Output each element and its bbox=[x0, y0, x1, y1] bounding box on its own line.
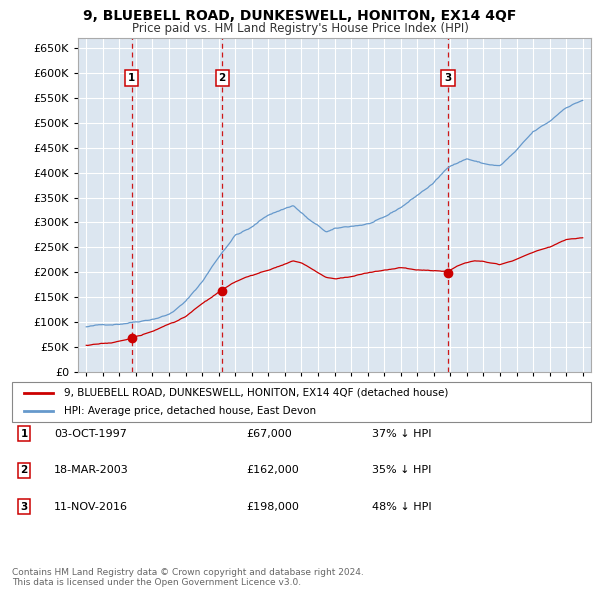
Text: £198,000: £198,000 bbox=[246, 502, 299, 512]
Text: HPI: Average price, detached house, East Devon: HPI: Average price, detached house, East… bbox=[64, 405, 316, 415]
Text: £67,000: £67,000 bbox=[246, 429, 292, 438]
Text: 2: 2 bbox=[218, 73, 226, 83]
Text: 11-NOV-2016: 11-NOV-2016 bbox=[54, 502, 128, 512]
Text: Price paid vs. HM Land Registry's House Price Index (HPI): Price paid vs. HM Land Registry's House … bbox=[131, 22, 469, 35]
FancyBboxPatch shape bbox=[12, 382, 591, 422]
Text: 3: 3 bbox=[445, 73, 452, 83]
Text: 37% ↓ HPI: 37% ↓ HPI bbox=[372, 429, 431, 438]
Text: 35% ↓ HPI: 35% ↓ HPI bbox=[372, 466, 431, 475]
Text: 18-MAR-2003: 18-MAR-2003 bbox=[54, 466, 129, 475]
Text: 2: 2 bbox=[20, 466, 28, 475]
Text: 1: 1 bbox=[20, 429, 28, 438]
Text: 3: 3 bbox=[20, 502, 28, 512]
Text: Contains HM Land Registry data © Crown copyright and database right 2024.
This d: Contains HM Land Registry data © Crown c… bbox=[12, 568, 364, 587]
Text: £162,000: £162,000 bbox=[246, 466, 299, 475]
Text: 03-OCT-1997: 03-OCT-1997 bbox=[54, 429, 127, 438]
Text: 48% ↓ HPI: 48% ↓ HPI bbox=[372, 502, 431, 512]
Text: 9, BLUEBELL ROAD, DUNKESWELL, HONITON, EX14 4QF: 9, BLUEBELL ROAD, DUNKESWELL, HONITON, E… bbox=[83, 9, 517, 23]
Text: 9, BLUEBELL ROAD, DUNKESWELL, HONITON, EX14 4QF (detached house): 9, BLUEBELL ROAD, DUNKESWELL, HONITON, E… bbox=[64, 388, 448, 398]
Text: 1: 1 bbox=[128, 73, 136, 83]
